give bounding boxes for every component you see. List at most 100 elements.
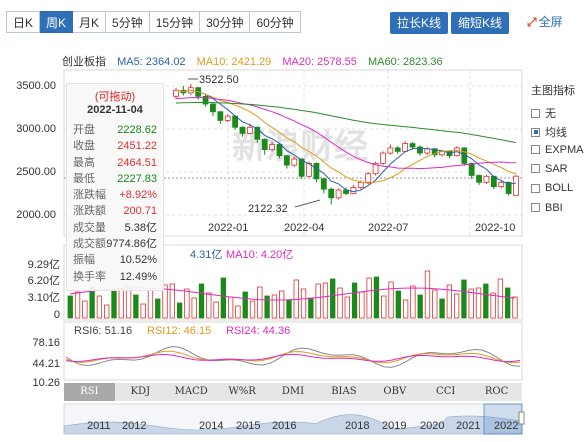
volume-bar: [67, 295, 73, 319]
main-indicator-option[interactable]: 无: [531, 105, 556, 121]
main-indicator-title: 主图指标: [531, 85, 575, 97]
checkbox-icon[interactable]: [531, 127, 540, 137]
tooltip-key: 涨跌额: [73, 205, 106, 218]
tooltip-key: 开盘: [73, 124, 95, 136]
candle: [328, 188, 335, 199]
stretch-kline-button[interactable]: 拉长K线: [390, 12, 449, 34]
checkbox-icon[interactable]: [531, 203, 540, 212]
candle: [394, 147, 401, 152]
candle: [498, 181, 505, 188]
volume-bar: [147, 289, 154, 319]
option-label: BBI: [545, 201, 563, 214]
candle: [417, 146, 423, 154]
volume-bar: [475, 287, 482, 319]
price-axis-label: 3000.00: [16, 123, 56, 135]
checkbox-icon[interactable]: [531, 108, 540, 118]
price-panel-frame: [63, 69, 523, 237]
tab-30min[interactable]: 30分钟: [200, 11, 251, 33]
candle: [387, 147, 394, 154]
main-indicator-option[interactable]: SAR: [531, 163, 568, 175]
candle: [513, 175, 519, 196]
indicator-tab-cci[interactable]: CCI: [436, 386, 456, 397]
volume-bar: [388, 281, 394, 319]
main-indicator-option[interactable]: 均线: [531, 124, 567, 140]
volume-bar: [359, 291, 365, 319]
volume-bar: [337, 287, 343, 319]
indicator-tab-bias[interactable]: BIAS: [331, 386, 357, 397]
tooltip-key: 成交量: [73, 221, 106, 234]
volume-bar: [213, 301, 219, 319]
fullscreen-label: 全屏: [538, 15, 563, 29]
volume-bar: [432, 289, 438, 319]
timeline-selection[interactable]: [483, 403, 523, 435]
candle: [247, 126, 253, 134]
indicator-tab-roc[interactable]: ROC: [484, 386, 509, 397]
checkbox-icon[interactable]: [531, 183, 540, 193]
volume-bar: [381, 295, 387, 319]
tab-daily[interactable]: 日K: [6, 11, 41, 33]
volume-bar: [257, 286, 263, 319]
timeline-handle[interactable]: [518, 411, 525, 425]
volume-ma10: MA10: 4.20亿: [226, 248, 293, 261]
volume-bar: [344, 296, 350, 319]
rsi12-value: RSI12: 46.15: [147, 325, 211, 337]
indicator-tab-rsi[interactable]: RSI: [64, 383, 115, 401]
volume-bar: [461, 279, 467, 319]
tooltip-key: 最低: [73, 172, 95, 185]
volume-bar: [82, 300, 88, 319]
indicator-tab-wr[interactable]: W%R: [228, 386, 256, 397]
main-indicator-option[interactable]: BOLL: [531, 182, 573, 194]
indicator-tab-obv[interactable]: OBV: [383, 386, 407, 397]
candle: [365, 173, 372, 183]
candle: [283, 155, 290, 166]
tooltip-row: 开盘 2228.62: [67, 122, 163, 138]
rsi6-value: RSI6: 51.16: [74, 325, 132, 337]
main-indicator-option[interactable]: BBI: [531, 202, 563, 214]
tab-weekly[interactable]: 周K: [40, 11, 74, 33]
tooltip-value: 2227.83: [117, 172, 157, 185]
checkbox-icon[interactable]: [531, 145, 540, 155]
candle: [173, 89, 179, 97]
volume-bar: [220, 277, 227, 319]
checkbox-icon[interactable]: [531, 164, 540, 174]
volume-bar: [300, 288, 307, 319]
price-axis-label: 2000.00: [16, 209, 56, 221]
tab-monthly[interactable]: 月K: [73, 11, 107, 33]
volume-bar: [453, 293, 460, 319]
fullscreen-button[interactable]: ⤢ 全屏: [527, 13, 563, 30]
candle: [210, 103, 216, 113]
candle: [224, 115, 231, 121]
timeline-year: 2016: [272, 420, 297, 432]
volume-bar: [497, 278, 504, 319]
volume-bar: [104, 304, 110, 319]
tooltip-value: 200.71: [123, 205, 157, 218]
candle: [320, 178, 327, 190]
tooltip-value: +8.92%: [119, 189, 157, 202]
volume-bar: [286, 299, 292, 319]
indicator-tab-dmi[interactable]: DMI: [281, 386, 305, 397]
volume-bar: [169, 283, 175, 319]
x-date-label: 2022-04: [284, 222, 324, 234]
volume-ma5: 4.31亿: [190, 248, 222, 261]
indicator-tab-kdj[interactable]: KDJ: [130, 386, 151, 397]
volume-bar: [366, 277, 372, 319]
ohlc-tooltip[interactable]: (可拖动) 2022-11-04 开盘 2228.62 收盘 2451.22 最高 246…: [66, 83, 164, 291]
volume-bar: [271, 294, 278, 319]
main-indicator-option[interactable]: EXPMA: [531, 144, 584, 156]
tooltip-value: 12.49%: [119, 270, 157, 283]
rsi24-line: [65, 353, 521, 363]
tooltip-row: 收盘 2451.22: [67, 138, 163, 154]
timeline-year: 2012: [122, 420, 147, 432]
candle: [483, 175, 490, 183]
candle: [505, 181, 512, 194]
indicator-tab-macd[interactable]: MACD: [174, 386, 208, 397]
shorten-kline-button[interactable]: 缩短K线: [451, 12, 510, 34]
tab-60min[interactable]: 60分钟: [250, 11, 301, 33]
volume-bar: [155, 298, 161, 319]
volume-bar: [140, 303, 146, 319]
tab-5min[interactable]: 5分钟: [106, 11, 150, 33]
volume-bar: [330, 278, 336, 319]
volume-axis-label: 6.20亿: [28, 274, 60, 287]
tab-15min[interactable]: 15分钟: [149, 11, 201, 33]
